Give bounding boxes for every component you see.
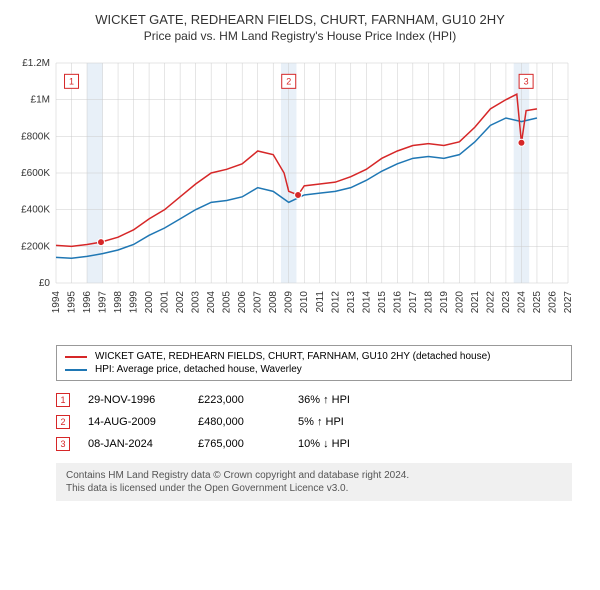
svg-text:2001: 2001 <box>160 291 171 314</box>
svg-text:2020: 2020 <box>454 291 465 314</box>
event-price: £223,000 <box>198 394 298 406</box>
svg-text:2004: 2004 <box>206 291 217 314</box>
event-marker-box: 3 <box>56 437 70 451</box>
legend-swatch <box>65 369 87 371</box>
svg-text:2019: 2019 <box>439 291 450 314</box>
legend-label: WICKET GATE, REDHEARN FIELDS, CHURT, FAR… <box>95 351 490 362</box>
event-date: 08-JAN-2024 <box>88 438 198 450</box>
svg-text:1995: 1995 <box>67 291 78 314</box>
event-price: £480,000 <box>198 416 298 428</box>
legend-item: WICKET GATE, REDHEARN FIELDS, CHURT, FAR… <box>65 350 563 363</box>
svg-text:2009: 2009 <box>284 291 295 314</box>
svg-text:1997: 1997 <box>98 291 109 314</box>
svg-text:£200K: £200K <box>21 241 50 252</box>
svg-text:2011: 2011 <box>315 291 326 313</box>
event-diff: 10% ↓ HPI <box>298 438 350 450</box>
chart-title: WICKET GATE, REDHEARN FIELDS, CHURT, FAR… <box>12 12 588 27</box>
legend-swatch <box>65 356 87 358</box>
svg-text:2005: 2005 <box>222 291 233 314</box>
attribution: Contains HM Land Registry data © Crown c… <box>56 463 572 501</box>
event-price: £765,000 <box>198 438 298 450</box>
svg-text:2015: 2015 <box>377 291 388 314</box>
svg-text:2018: 2018 <box>423 291 434 314</box>
svg-text:2002: 2002 <box>175 291 186 314</box>
svg-text:1994: 1994 <box>51 291 62 314</box>
svg-text:2010: 2010 <box>299 291 310 314</box>
svg-text:2017: 2017 <box>408 291 419 314</box>
chart-plot: £0 £200K £400K £600K £800K £1M £1.2M 1994 1995 19… <box>12 55 588 335</box>
event-row: 3 08-JAN-2024£765,00010% ↓ HPI <box>56 433 588 455</box>
event-marker-box: 2 <box>56 415 70 429</box>
svg-text:2: 2 <box>286 76 291 86</box>
svg-text:£0: £0 <box>39 278 51 289</box>
svg-text:2003: 2003 <box>191 291 202 314</box>
events-table: 1 29-NOV-1996£223,00036% ↑ HPI 2 14-AUG-200… <box>56 389 588 455</box>
svg-text:2014: 2014 <box>361 291 372 314</box>
event-row: 2 14-AUG-2009£480,0005% ↑ HPI <box>56 411 588 433</box>
event-date: 29-NOV-1996 <box>88 394 198 406</box>
line-chart-svg: £0 £200K £400K £600K £800K £1M £1.2M 1994 1995 19… <box>12 55 572 335</box>
svg-text:2006: 2006 <box>237 291 248 314</box>
svg-text:£400K: £400K <box>21 205 50 216</box>
svg-text:3: 3 <box>524 76 529 86</box>
chart-subtitle: Price paid vs. HM Land Registry's House … <box>12 29 588 43</box>
event-diff: 36% ↑ HPI <box>298 394 350 406</box>
svg-text:£1M: £1M <box>31 95 50 106</box>
svg-text:2024: 2024 <box>516 291 527 314</box>
attribution-line: Contains HM Land Registry data © Crown c… <box>66 469 562 482</box>
svg-text:2016: 2016 <box>392 291 403 314</box>
svg-text:2022: 2022 <box>485 291 496 314</box>
svg-text:2021: 2021 <box>470 291 481 314</box>
event-marker-box: 1 <box>56 393 70 407</box>
svg-text:1996: 1996 <box>82 291 93 314</box>
legend: WICKET GATE, REDHEARN FIELDS, CHURT, FAR… <box>56 345 572 381</box>
svg-text:2025: 2025 <box>532 291 543 314</box>
svg-text:2023: 2023 <box>501 291 512 314</box>
legend-label: HPI: Average price, detached house, Wave… <box>95 364 302 375</box>
attribution-line: This data is licensed under the Open Gov… <box>66 482 562 495</box>
svg-text:£600K: £600K <box>21 168 50 179</box>
svg-text:£800K: £800K <box>21 131 50 142</box>
svg-text:2026: 2026 <box>547 291 558 314</box>
svg-text:1: 1 <box>69 76 74 86</box>
event-date: 14-AUG-2009 <box>88 416 198 428</box>
svg-text:2007: 2007 <box>253 291 264 314</box>
svg-text:£1.2M: £1.2M <box>22 58 50 69</box>
svg-text:2013: 2013 <box>346 291 357 314</box>
svg-text:1999: 1999 <box>129 291 140 314</box>
event-diff: 5% ↑ HPI <box>298 416 344 428</box>
svg-text:2012: 2012 <box>330 291 341 314</box>
event-row: 1 29-NOV-1996£223,00036% ↑ HPI <box>56 389 588 411</box>
svg-text:1998: 1998 <box>113 291 124 314</box>
legend-item: HPI: Average price, detached house, Wave… <box>65 363 563 376</box>
svg-text:2008: 2008 <box>268 291 279 314</box>
chart-container: WICKET GATE, REDHEARN FIELDS, CHURT, FAR… <box>0 0 600 513</box>
svg-text:2027: 2027 <box>563 291 572 314</box>
svg-text:2000: 2000 <box>144 291 155 314</box>
